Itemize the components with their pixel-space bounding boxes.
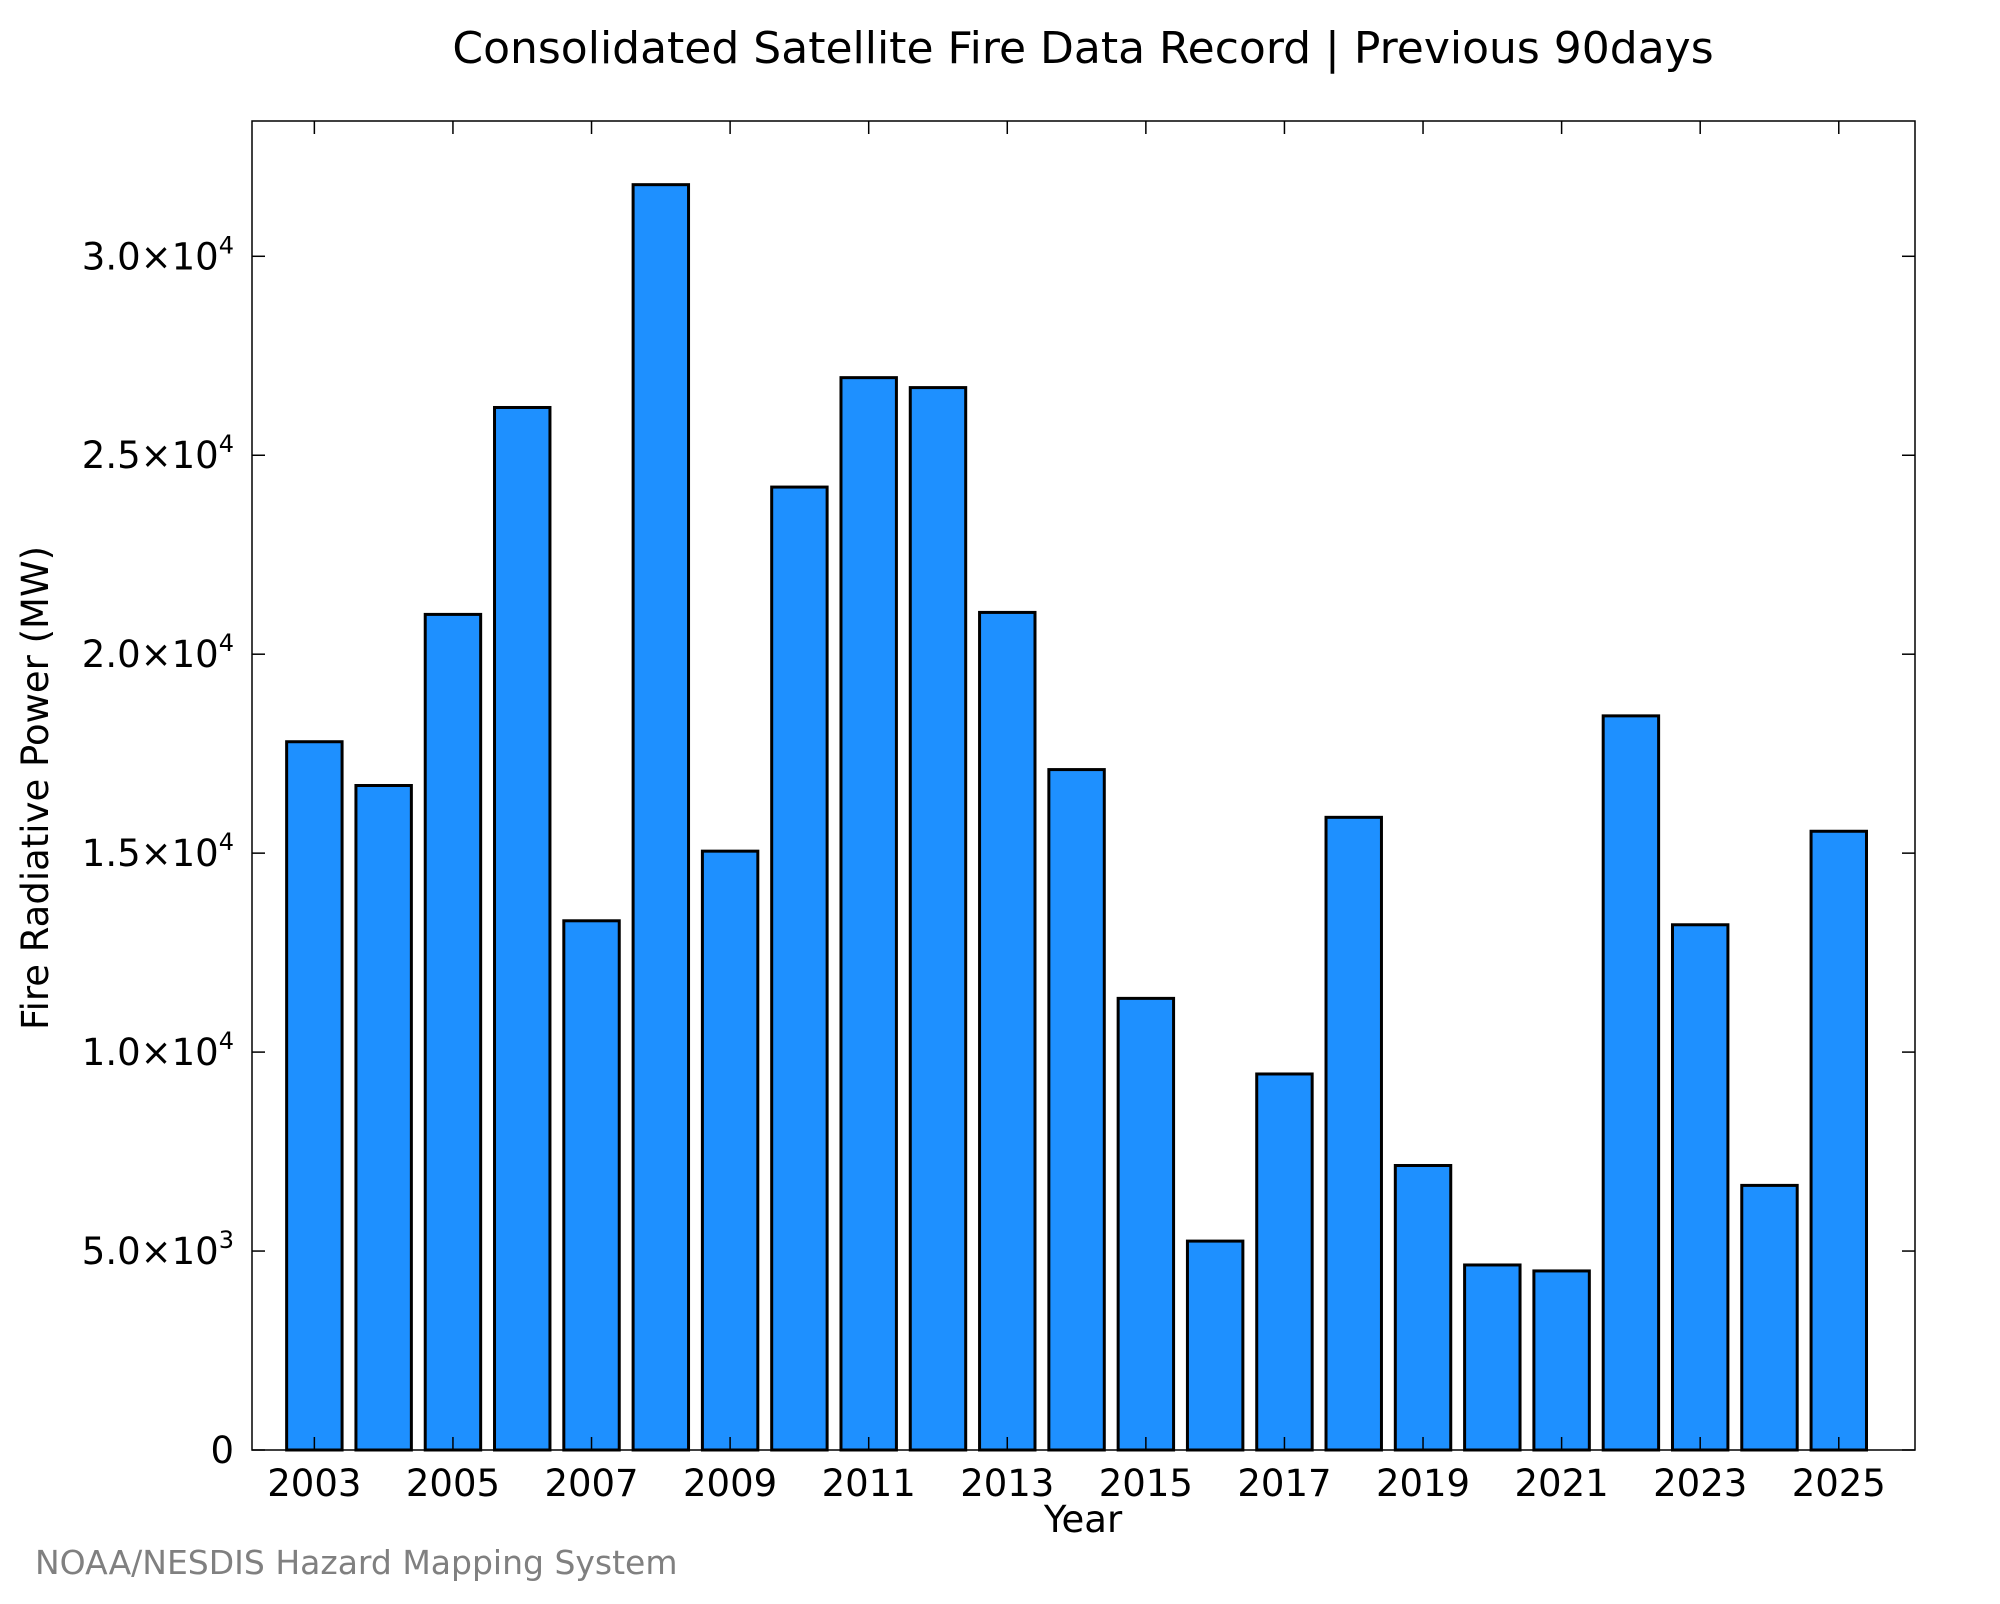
bar-2017: [1255, 1072, 1314, 1452]
axes-group: 2003 2005 2007 2009 2011 2013 2015 2017 2019 2021…: [82, 120, 1916, 1505]
y-axis-label: Fire Radiative Power (MW): [14, 546, 57, 1030]
bar-2014: [1047, 768, 1106, 1452]
x-tick-label: 2017: [1237, 1462, 1331, 1505]
bar-2005: [423, 612, 483, 1452]
bar-2010: [770, 485, 829, 1452]
bar-2007: [562, 919, 621, 1452]
x-tick-label: 2003: [267, 1462, 361, 1505]
x-tick-label: 2023: [1653, 1462, 1747, 1505]
bar-2011: [839, 376, 898, 1452]
x-tick-label: 2009: [683, 1462, 777, 1505]
y-tick-label: 5.0×103: [82, 1226, 234, 1273]
chart-title: Consolidated Satellite Fire Data Record …: [452, 23, 1713, 74]
bar-2003: [285, 740, 344, 1452]
bar-2021: [1532, 1269, 1591, 1452]
bar-2024: [1740, 1183, 1799, 1452]
x-tick-label: 2011: [822, 1462, 916, 1505]
y-tick-label: 3.0×104: [82, 231, 234, 278]
x-tick-label: 2019: [1376, 1462, 1470, 1505]
bar-2020: [1463, 1263, 1522, 1452]
bar-2015: [1116, 996, 1176, 1452]
x-tick-label: 2005: [406, 1462, 500, 1505]
y-tick-label: 0: [210, 1429, 234, 1472]
y-tick-label: 1.0×104: [82, 1027, 234, 1074]
x-tick-label: 2025: [1792, 1462, 1886, 1505]
bar-2025: [1809, 829, 1868, 1452]
x-tick-label: 2007: [544, 1462, 638, 1505]
bar-2022: [1601, 714, 1661, 1452]
credit-text: NOAA/NESDIS Hazard Mapping System: [35, 1543, 678, 1582]
y-tick-label: 1.5×104: [82, 828, 234, 875]
bar-2019: [1393, 1163, 1453, 1452]
bar-2006: [493, 405, 552, 1452]
x-tick-label: 2013: [960, 1462, 1054, 1505]
y-tick-label: 2.5×104: [82, 430, 234, 477]
x-tick-label: 2021: [1515, 1462, 1609, 1505]
plot-frame: [251, 120, 1916, 1451]
x-tick-label: 2015: [1099, 1462, 1193, 1505]
bar-2016: [1185, 1239, 1245, 1452]
bar-2023: [1670, 923, 1730, 1452]
bar-2009: [700, 849, 760, 1452]
bar-2004: [354, 784, 413, 1452]
bar-2012: [908, 386, 968, 1452]
bar-2013: [978, 610, 1037, 1452]
bar-2018: [1324, 815, 1383, 1452]
bars-group: [285, 183, 1868, 1452]
y-tick-label: 2.0×104: [82, 629, 234, 676]
x-axis-label: Year: [1043, 1498, 1123, 1541]
bar-2008: [631, 183, 691, 1452]
